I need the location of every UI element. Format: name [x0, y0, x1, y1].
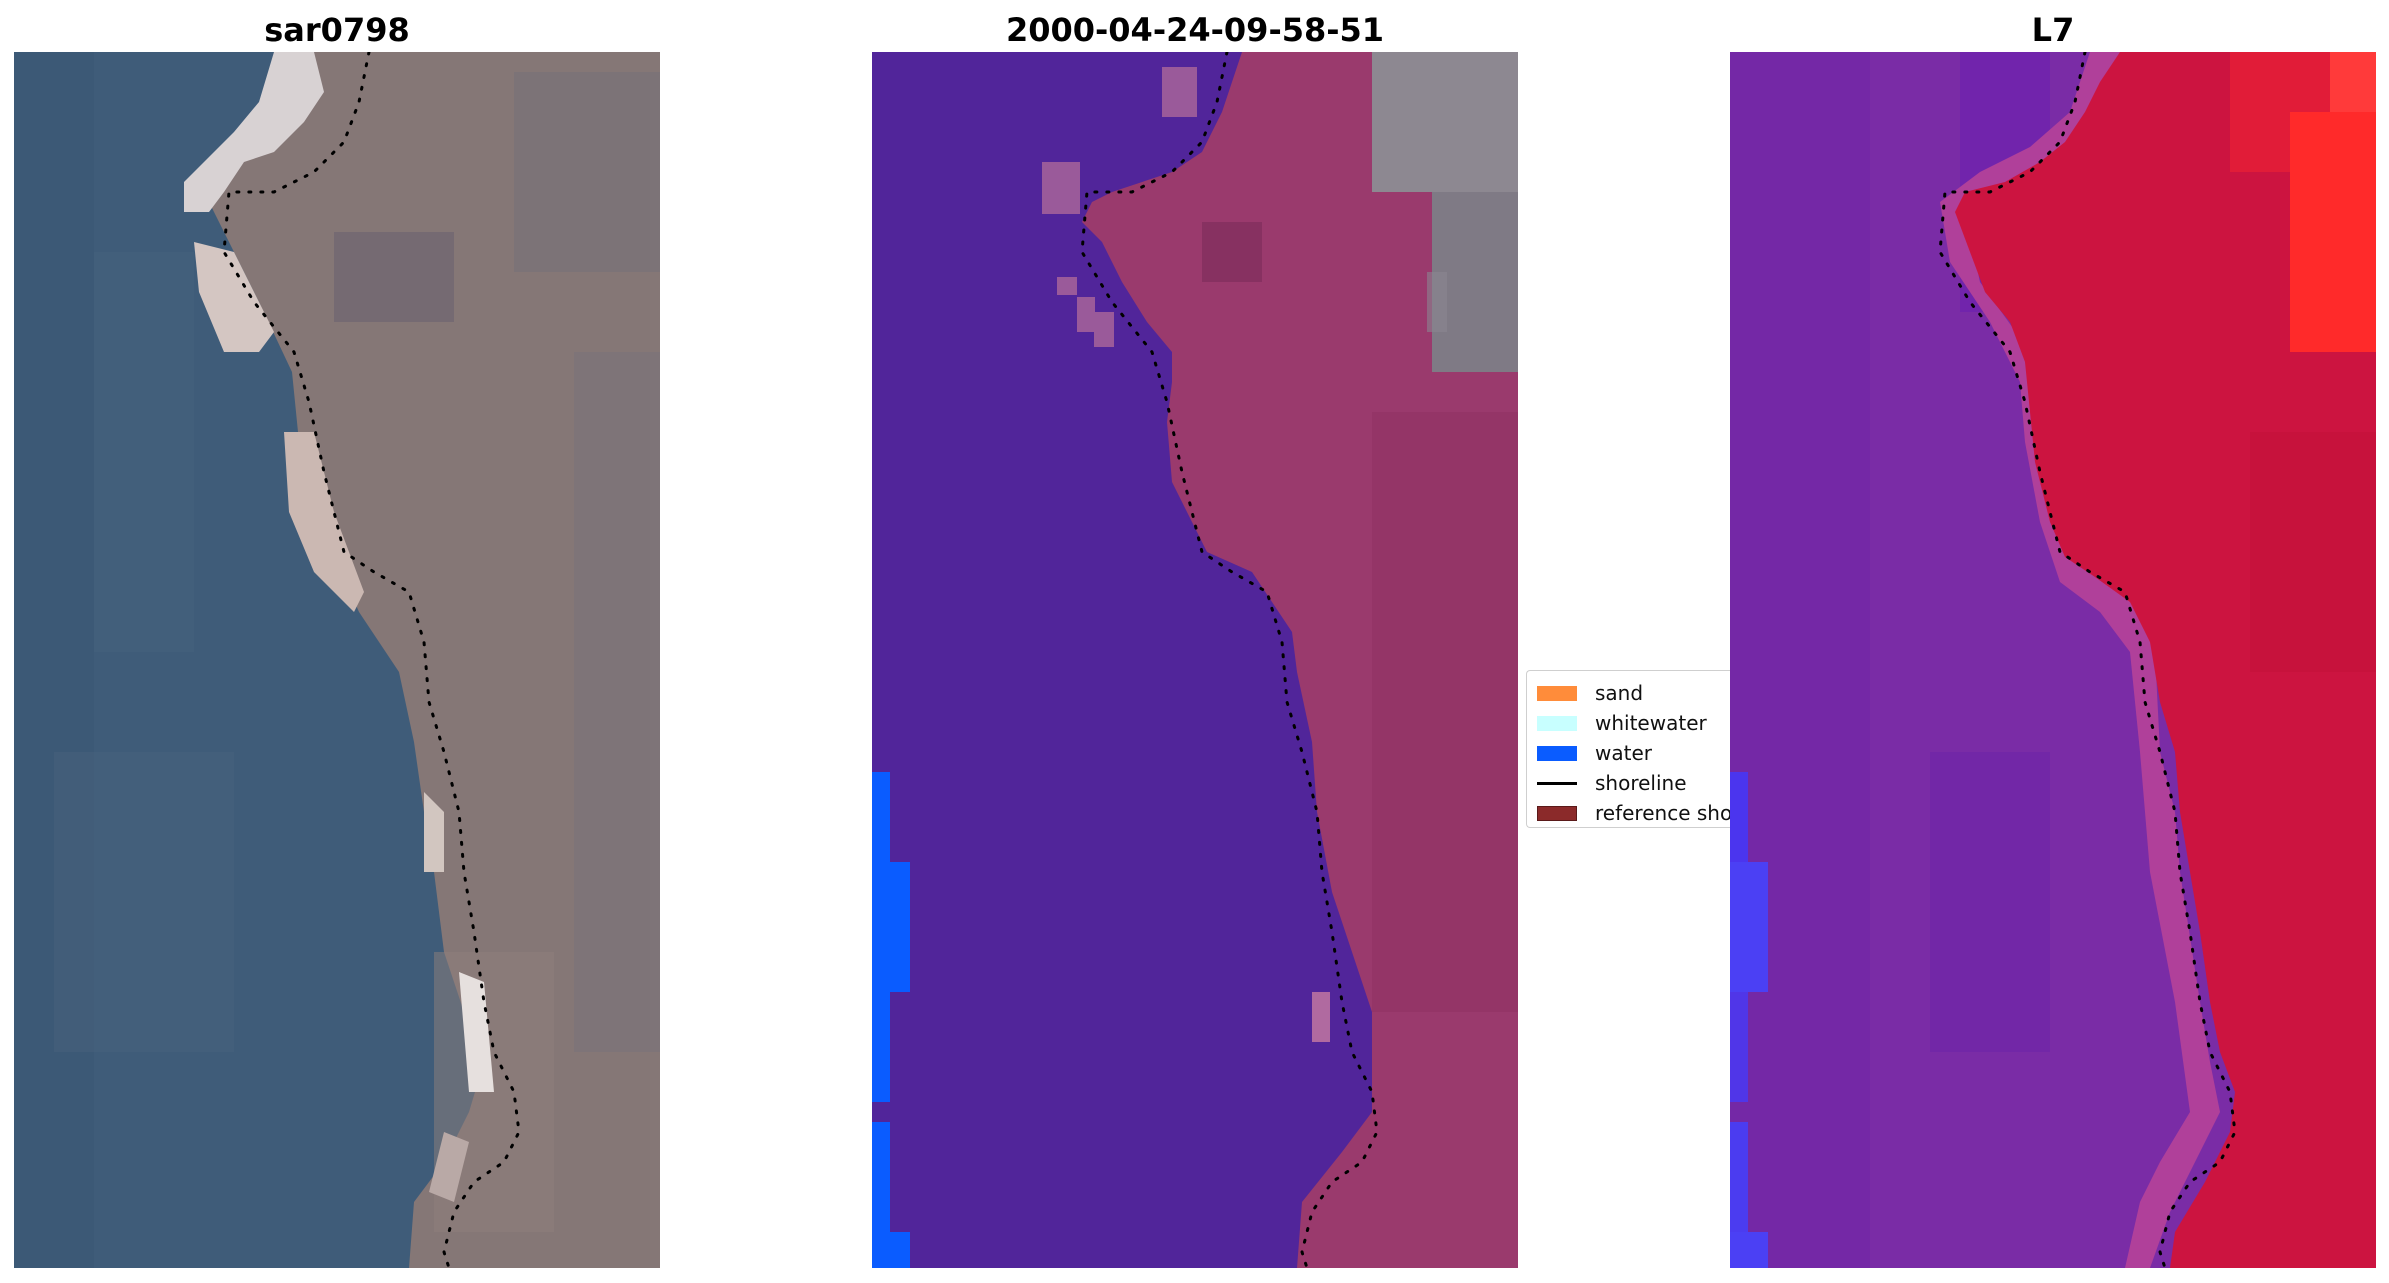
water-swatch — [1537, 745, 1577, 761]
reference-shoreline-swatch — [1537, 805, 1577, 821]
legend-item-reference-shoreline: reference shoreline — [1537, 799, 1730, 827]
legend-label-reference-shoreline: reference shoreline — [1595, 801, 1730, 825]
legend-item-whitewater: whitewater — [1537, 709, 1707, 737]
legend-label-shoreline: shoreline — [1595, 771, 1687, 795]
panel-title-classified: 2000-04-24-09-58-51 — [1005, 11, 1385, 49]
sand-swatch — [1537, 685, 1577, 701]
classified-image — [872, 52, 1518, 1268]
legend-item-water: water — [1537, 739, 1652, 767]
legend-item-sand: sand — [1537, 679, 1643, 707]
whitewater-swatch — [1537, 715, 1577, 731]
panel-title-rgb: sar0798 — [264, 11, 410, 49]
shoreline-line-swatch — [1537, 781, 1577, 785]
rgb-image-panel — [14, 52, 660, 1268]
legend-item-shoreline: shoreline — [1537, 769, 1687, 797]
legend-label-whitewater: whitewater — [1595, 711, 1707, 735]
legend-label-sand: sand — [1595, 681, 1644, 705]
panel-title-index: L7 — [2031, 11, 2075, 49]
index-image-panel — [1730, 52, 2376, 1268]
rgb-image — [14, 52, 660, 1268]
legend: sand whitewater water shoreline referenc… — [1526, 670, 1730, 828]
index-image — [1730, 52, 2376, 1268]
classified-image-panel — [872, 52, 1518, 1268]
legend-label-water: water — [1595, 741, 1652, 765]
